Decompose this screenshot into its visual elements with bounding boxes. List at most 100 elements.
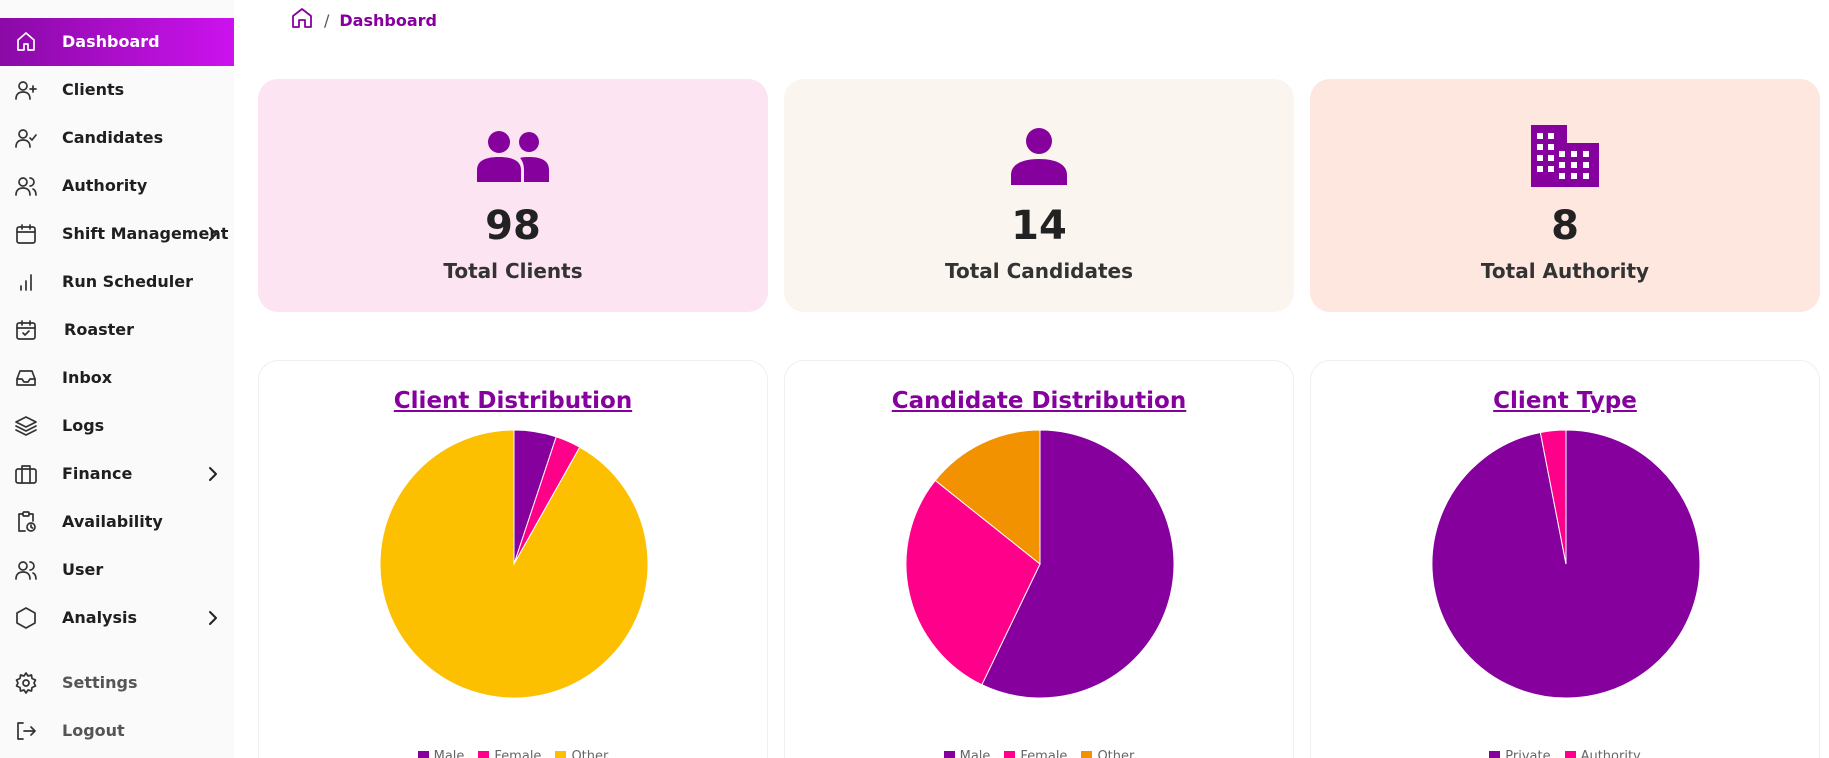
- breadcrumb-separator: /: [324, 10, 330, 30]
- home-icon: [13, 30, 39, 54]
- logout-icon: [13, 719, 39, 743]
- stat-value: 14: [1011, 203, 1067, 249]
- sidebar-item-label: Candidates: [62, 128, 164, 147]
- sidebar-item-logs[interactable]: Logs: [0, 402, 234, 450]
- legend-swatch: [1489, 751, 1501, 758]
- users-icon: [13, 558, 39, 582]
- pie-chart-client-type: [1431, 429, 1701, 699]
- legend-swatch: [943, 751, 955, 758]
- sidebar-item-label: User: [62, 560, 104, 579]
- legend-label: Male: [433, 749, 465, 758]
- sidebar-item-authority[interactable]: Authority: [0, 162, 234, 210]
- bar-chart-icon: [13, 270, 39, 294]
- gear-icon: [13, 671, 39, 695]
- pie-chart-candidate-distribution: [905, 429, 1175, 699]
- legend-swatch: [1564, 751, 1576, 758]
- stat-card-total-clients[interactable]: 98 Total Clients: [258, 79, 768, 312]
- pie-chart-client-distribution: [379, 429, 649, 699]
- legend-swatch: [555, 751, 567, 758]
- sidebar-item-label: Inbox: [62, 368, 113, 387]
- sidebar-item-label: Run Scheduler: [62, 272, 193, 291]
- home-icon[interactable]: [290, 6, 314, 34]
- breadcrumb-current[interactable]: Dashboard: [339, 10, 437, 30]
- sidebar-item-candidates[interactable]: Candidates: [0, 114, 234, 162]
- sidebar-item-dashboard[interactable]: Dashboard: [0, 18, 234, 66]
- sidebar-item-label: Analysis: [62, 608, 138, 627]
- calendar-icon: [13, 222, 39, 246]
- legend-item[interactable]: Authority: [1564, 749, 1641, 758]
- chart-legend: Male Female Other: [259, 749, 767, 758]
- chart-legend: Private Authority: [1311, 749, 1819, 758]
- sidebar-item-label: Shift Management: [62, 224, 229, 243]
- sidebar-item-analysis[interactable]: Analysis: [0, 594, 234, 642]
- pie-slice-other[interactable]: [379, 429, 649, 699]
- sidebar-item-label: Finance: [62, 464, 133, 483]
- sidebar-item-shift-management[interactable]: Shift Management: [0, 210, 234, 258]
- legend-item[interactable]: Female: [478, 749, 541, 758]
- legend-item[interactable]: Other: [555, 749, 608, 758]
- pie-slice-male[interactable]: [981, 429, 1175, 699]
- legend-swatch: [417, 751, 429, 758]
- sidebar-item-clients[interactable]: Clients: [0, 66, 234, 114]
- sidebar-item-logout[interactable]: Logout: [0, 707, 234, 755]
- chevron-right-icon: [204, 608, 222, 628]
- users-icon: [258, 121, 768, 191]
- stat-label: Total Clients: [443, 259, 583, 283]
- stat-label: Total Authority: [1480, 259, 1650, 283]
- sidebar: Dashboard Clients Candidates Authority S…: [0, 0, 234, 758]
- calendar-check-icon: [13, 318, 39, 342]
- chart-card-candidate-distribution: Candidate Distribution Male Female Other: [784, 360, 1294, 758]
- user-check-icon: [13, 126, 39, 150]
- pie-slice-other[interactable]: [934, 429, 1041, 566]
- stat-value: 8: [1551, 203, 1579, 249]
- legend-label: Private: [1505, 749, 1551, 758]
- sidebar-item-finance[interactable]: Finance: [0, 450, 234, 498]
- briefcase-icon: [13, 462, 39, 486]
- legend-swatch: [1004, 751, 1016, 758]
- stat-label: Total Candidates: [944, 259, 1134, 283]
- layers-icon: [13, 414, 39, 438]
- legend-swatch: [1081, 751, 1093, 758]
- chart-title[interactable]: Candidate Distribution: [891, 388, 1187, 414]
- chart-title[interactable]: Client Type: [1493, 388, 1637, 414]
- legend-item[interactable]: Male: [417, 749, 465, 758]
- sidebar-item-label: Logout: [62, 721, 125, 740]
- chevron-right-icon: [204, 464, 222, 484]
- users-icon: [13, 174, 39, 198]
- legend-label: Female: [494, 749, 542, 758]
- sidebar-item-roaster[interactable]: Roaster: [0, 306, 234, 354]
- sidebar-item-label: Clients: [62, 80, 125, 99]
- building-icon: [1310, 121, 1820, 191]
- sidebar-item-availability[interactable]: Availability: [0, 498, 234, 546]
- sidebar-item-settings[interactable]: Settings: [0, 659, 234, 707]
- sidebar-item-label: Logs: [62, 416, 105, 435]
- person-icon: [784, 121, 1294, 191]
- sidebar-item-label: Dashboard: [62, 32, 160, 51]
- pie-slice-female[interactable]: [905, 479, 1041, 686]
- stat-card-total-candidates[interactable]: 14 Total Candidates: [784, 79, 1294, 312]
- chart-title[interactable]: Client Distribution: [393, 388, 633, 414]
- pie-slice-authority[interactable]: [1539, 429, 1567, 565]
- sidebar-item-inbox[interactable]: Inbox: [0, 354, 234, 402]
- legend-item[interactable]: Female: [1004, 749, 1067, 758]
- chart-card-client-distribution: Client Distribution Male Female Other: [258, 360, 768, 758]
- legend-label: Other: [571, 749, 609, 758]
- sidebar-item-label: Roaster: [64, 320, 135, 339]
- sidebar-item-label: Settings: [62, 673, 138, 692]
- sidebar-item-run-scheduler[interactable]: Run Scheduler: [0, 258, 234, 306]
- legend-label: Other: [1097, 749, 1135, 758]
- legend-item[interactable]: Private: [1489, 749, 1551, 758]
- legend-swatch: [478, 751, 490, 758]
- chevron-right-icon: [204, 224, 222, 244]
- stat-value: 98: [485, 203, 541, 249]
- chart-card-client-type: Client Type Private Authority: [1310, 360, 1820, 758]
- legend-label: Female: [1020, 749, 1068, 758]
- breadcrumb: / Dashboard: [290, 4, 437, 36]
- stat-card-total-authority[interactable]: 8 Total Authority: [1310, 79, 1820, 312]
- legend-label: Authority: [1580, 749, 1641, 758]
- sidebar-item-user[interactable]: User: [0, 546, 234, 594]
- legend-item[interactable]: Other: [1081, 749, 1134, 758]
- legend-item[interactable]: Male: [943, 749, 990, 758]
- user-plus-icon: [13, 78, 39, 102]
